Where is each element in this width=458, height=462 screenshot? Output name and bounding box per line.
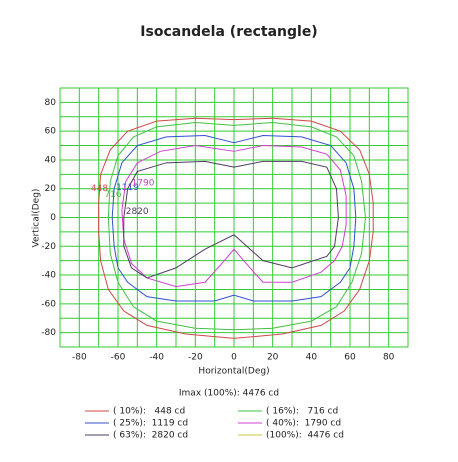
contour-label: 448 bbox=[91, 184, 108, 194]
y-tick-label: -60 bbox=[41, 299, 56, 309]
x-tick-label: 0 bbox=[231, 353, 237, 363]
y-tick-label: 60 bbox=[45, 127, 57, 137]
legend-label: ( 63%): 2820 cd bbox=[113, 431, 188, 441]
y-axis-label: Vertical(Deg) bbox=[32, 189, 42, 248]
x-tick-label: -40 bbox=[149, 353, 164, 363]
x-tick-label: -80 bbox=[72, 353, 87, 363]
y-tick-label: 20 bbox=[45, 184, 57, 194]
legend-label: ( 10%): 448 cd bbox=[113, 407, 185, 417]
chart-title: Isocandela (rectangle) bbox=[140, 24, 317, 40]
contour-line bbox=[107, 122, 366, 331]
y-tick-label: 0 bbox=[50, 213, 56, 223]
legend-label: ( 16%): 716 cd bbox=[266, 407, 338, 417]
x-tick-label: -60 bbox=[111, 353, 126, 363]
y-tick-label: 80 bbox=[45, 98, 57, 108]
contour-label: 2820 bbox=[126, 207, 149, 217]
x-tick-label: -20 bbox=[188, 353, 203, 363]
y-tick-label: -20 bbox=[41, 242, 56, 252]
y-tick-label: -40 bbox=[41, 271, 56, 281]
contour-line bbox=[98, 117, 374, 339]
contour-line bbox=[123, 160, 339, 279]
legend-label: ( 40%): 1790 cd bbox=[266, 419, 341, 429]
x-tick-label: 40 bbox=[306, 353, 318, 363]
y-tick-label: -80 bbox=[41, 328, 56, 338]
legend-label: (100%): 4476 cd bbox=[266, 431, 344, 441]
x-axis-label: Horizontal(Deg) bbox=[198, 367, 269, 377]
legend-label: ( 25%): 1119 cd bbox=[113, 419, 188, 429]
y-tick-label: 40 bbox=[45, 155, 57, 165]
x-tick-label: 20 bbox=[267, 353, 279, 363]
x-tick-label: 60 bbox=[344, 353, 356, 363]
contour-line bbox=[121, 145, 347, 288]
contour-line bbox=[111, 134, 357, 302]
contour-label: 1790 bbox=[132, 178, 155, 188]
contour-label: 716 bbox=[104, 190, 121, 200]
x-tick-label: 80 bbox=[383, 353, 395, 363]
imax-note: Imax (100%): 4476 cd bbox=[179, 389, 279, 399]
